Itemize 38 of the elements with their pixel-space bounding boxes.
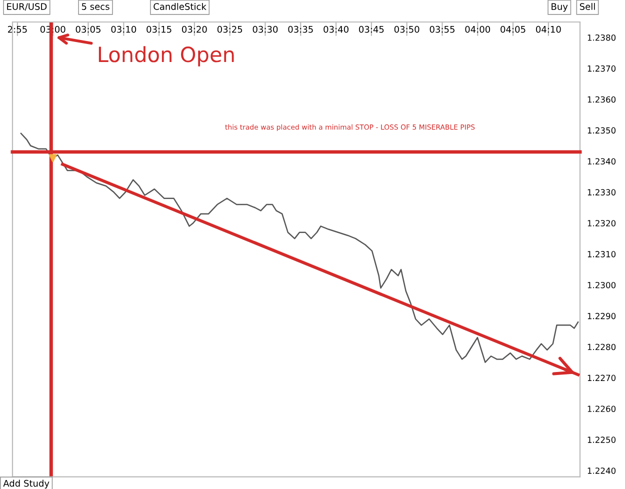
y-tick-label: 1.2300 <box>588 282 616 288</box>
y-tick-label: 1.2360 <box>588 96 616 103</box>
y-tick-label: 1.2270 <box>588 374 616 382</box>
x-tick-label: 04:05 <box>500 26 526 33</box>
x-tick-label: 04:00 <box>465 26 490 33</box>
y-tick-label: 1.2250 <box>588 436 616 443</box>
x-tick-label: 03:50 <box>394 26 420 33</box>
chart-title: EUR/USD <box>7 3 47 11</box>
x-tick-label: 03:25 <box>217 26 242 33</box>
text: Sell <box>580 2 595 10</box>
y-tick-label: 1.2320 <box>588 220 616 226</box>
x-tick-label: 03:40 <box>324 26 348 33</box>
y-tick-label: 1.2350 <box>588 127 616 134</box>
x-tick-label: 03:55 <box>430 26 454 33</box>
x-tick-label: 03:30 <box>252 26 278 33</box>
text: 5 secs <box>82 3 110 10</box>
x-tick-label: 03:05 <box>76 26 100 33</box>
x-tick-label: 03:15 <box>146 26 172 33</box>
annotation: London Open <box>98 46 234 66</box>
y-tick-label: 1.2290 <box>588 312 616 320</box>
x-tick-label: 03:35 <box>288 26 313 33</box>
line-series <box>20 132 579 363</box>
y-tick-label: 1.2310 <box>588 251 616 258</box>
y-tick-label: 1.2380 <box>588 34 616 41</box>
text: Buy <box>552 3 568 12</box>
y-tick-label: 1.2330 <box>588 189 616 196</box>
y-tick-label: 1.2240 <box>588 468 616 474</box>
x-tick-label: 03:45 <box>359 26 384 33</box>
text: Add Study <box>3 480 50 488</box>
x-tick-label: 2:55 <box>8 26 27 33</box>
y-tick-label: 1.2370 <box>588 65 616 72</box>
text: CandleStick <box>154 2 206 10</box>
y-tick-label: 1.2260 <box>588 406 616 412</box>
y-tick-label: 1.2340 <box>588 158 616 165</box>
x-tick-label: 03:10 <box>111 26 136 33</box>
x-tick-label: 04:10 <box>536 26 561 33</box>
y-tick-label: 1.2280 <box>588 344 616 350</box>
x-tick-label: 03:20 <box>182 26 207 33</box>
